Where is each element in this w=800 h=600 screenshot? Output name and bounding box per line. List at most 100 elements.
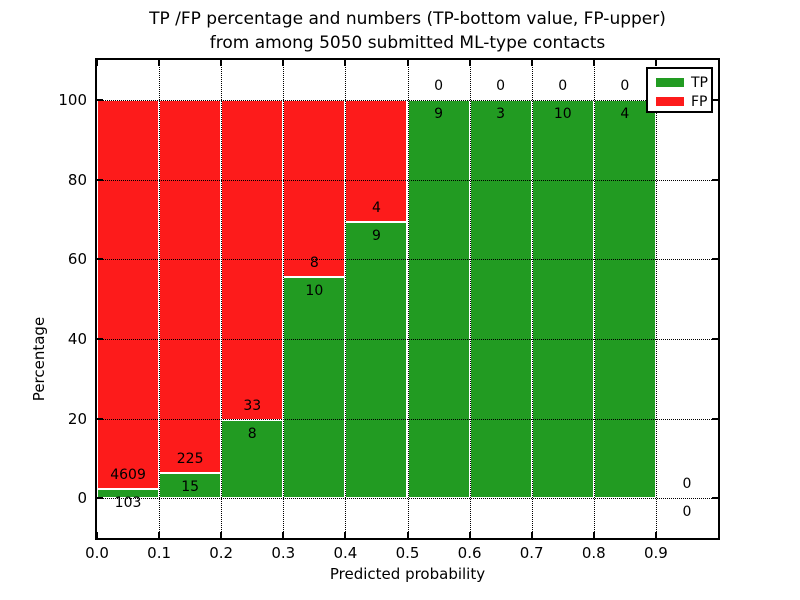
bar-tp-5 [407, 99, 470, 499]
ytick-label-60: 60 [67, 250, 87, 269]
xtick-top-0.4 [344, 60, 347, 66]
label-fp-count-3: 8 [309, 254, 319, 271]
chart-title: TP /FP percentage and numbers (TP-bottom… [97, 7, 718, 55]
ytick-left-40 [97, 337, 103, 340]
gridline-x-0.9 [655, 60, 657, 538]
ytick-left-80 [97, 178, 103, 181]
xtick-bottom-0.2 [220, 532, 223, 538]
label-fp-count-4: 4 [371, 200, 381, 217]
xtick-label-0.2: 0.2 [209, 544, 234, 562]
xtick-bottom-0.8 [592, 532, 595, 538]
ytick-label-40: 40 [67, 329, 87, 348]
xtick-label-0.8: 0.8 [581, 544, 606, 562]
bar-tp-3 [283, 276, 346, 499]
xtick-bottom-0.4 [344, 532, 347, 538]
chart-title-line1: TP /FP percentage and numbers (TP-bottom… [149, 9, 666, 29]
label-tp-count-4: 9 [371, 228, 381, 245]
label-fp-count-5: 0 [434, 77, 444, 94]
xtick-label-0.1: 0.1 [147, 544, 172, 562]
chart-title-line2: from among 5050 submitted ML-type contac… [209, 33, 606, 53]
xtick-top-0.3 [282, 60, 285, 66]
label-tp-count-8: 4 [620, 105, 630, 122]
label-fp-count-1: 225 [176, 451, 204, 468]
gridline-x-0.4 [345, 60, 347, 538]
label-tp-count-1: 15 [181, 479, 200, 496]
ytick-right-100 [712, 98, 718, 101]
xtick-bottom-0.7 [530, 532, 533, 538]
xtick-label-0.5: 0.5 [395, 544, 420, 562]
ytick-label-100: 100 [58, 90, 87, 109]
ytick-right-40 [712, 337, 718, 340]
bar-fp-1 [159, 99, 222, 474]
ytick-left-100 [97, 98, 103, 101]
legend-label-fp: FP [691, 93, 708, 110]
xtick-bottom-0.9 [654, 532, 657, 538]
xtick-top-0.6 [468, 60, 471, 66]
gridline-x-0.3 [283, 60, 285, 538]
gridline-x-0.8 [593, 60, 595, 538]
label-fp-count-2: 33 [243, 398, 262, 415]
xtick-top-0.7 [530, 60, 533, 66]
gridline-x-0.1 [159, 60, 161, 538]
label-tp-count-0: 103 [114, 495, 142, 512]
label-fp-count-0: 4609 [110, 467, 146, 484]
xtick-top-0.8 [592, 60, 595, 66]
xtick-label-0.3: 0.3 [271, 544, 296, 562]
bar-tp-7 [531, 99, 594, 499]
label-fp-count-8: 0 [620, 77, 630, 94]
xtick-top-0.1 [158, 60, 161, 66]
xtick-top-0 [96, 60, 98, 66]
x-axis-label: Predicted probability [329, 565, 486, 583]
bar-tp-6 [469, 99, 532, 499]
bar-tp-1 [159, 473, 222, 499]
gridline-x-0.6 [469, 60, 471, 538]
label-tp-count-6: 3 [496, 105, 506, 122]
xtick-top-0.5 [406, 60, 409, 66]
ytick-right-60 [712, 258, 718, 261]
gridline-x-0.7 [531, 60, 533, 538]
ytick-label-20: 20 [67, 409, 87, 428]
legend-swatch-tp [656, 78, 684, 87]
label-fp-count-6: 0 [496, 77, 506, 94]
xtick-top-0.2 [220, 60, 223, 66]
xtick-top-0.9 [654, 60, 657, 66]
xtick-label-0.4: 0.4 [333, 544, 358, 562]
label-tp-count-9: 0 [682, 504, 692, 521]
bar-fp-3 [283, 99, 346, 277]
label-fp-count-9: 0 [682, 476, 692, 493]
label-tp-count-2: 8 [247, 426, 257, 443]
legend-row-tp: TP [656, 73, 711, 92]
xtick-bottom-0.3 [282, 532, 285, 538]
xtick-label-0.0: 0.0 [85, 544, 109, 562]
xtick-label-0.7: 0.7 [519, 544, 544, 562]
legend-swatch-fp [656, 97, 684, 106]
ytick-right-20 [712, 417, 718, 420]
xtick-bottom-0.5 [406, 532, 409, 538]
bar-fp-4 [345, 99, 408, 223]
label-fp-count-7: 0 [558, 77, 568, 94]
legend: TP FP [646, 67, 713, 113]
gridline-x-0.2 [221, 60, 223, 538]
ytick-left-20 [97, 417, 103, 420]
bar-tp-4 [345, 222, 408, 499]
bar-tp-8 [593, 99, 656, 499]
ytick-label-0: 0 [77, 489, 87, 508]
ytick-right-0 [712, 497, 718, 500]
gridline-x-0.5 [407, 60, 409, 538]
ytick-left-60 [97, 258, 103, 261]
legend-label-tp: TP [691, 74, 708, 91]
xtick-bottom-0 [96, 532, 98, 538]
xtick-bottom-0.6 [468, 532, 471, 538]
bar-tp-0 [97, 489, 160, 499]
bar-fp-0 [97, 99, 160, 490]
xtick-label-0.6: 0.6 [457, 544, 482, 562]
xtick-label-0.9: 0.9 [643, 544, 668, 562]
ytick-right-80 [712, 178, 718, 181]
label-tp-count-3: 10 [305, 282, 324, 299]
xtick-bottom-0.1 [158, 532, 161, 538]
plot-area: Percentage 4609 103 225 15 33 8 8 10 4 9 0 9 0 3 0 10 0 4… [30, 58, 720, 562]
ytick-label-80: 80 [67, 170, 87, 189]
label-tp-count-5: 9 [434, 105, 444, 122]
label-tp-count-7: 10 [553, 105, 572, 122]
